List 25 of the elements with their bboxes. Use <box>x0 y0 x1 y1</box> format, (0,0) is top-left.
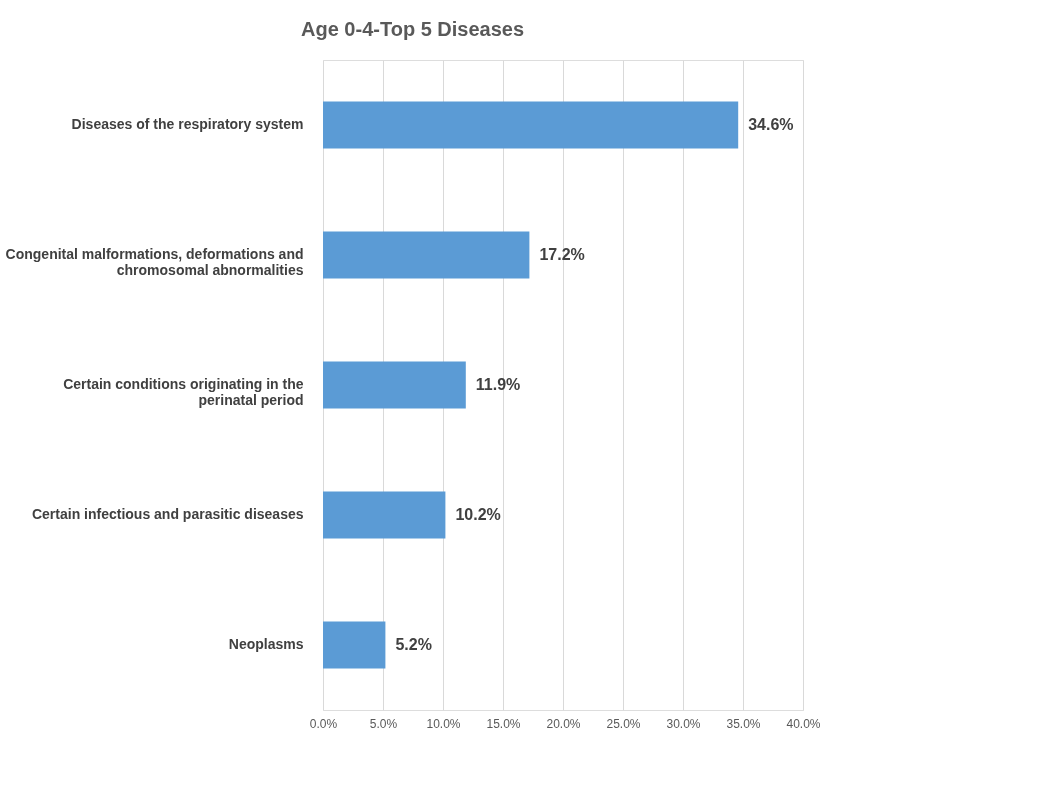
y-tick-label: Diseases of the respiratory system <box>71 116 304 132</box>
data-label: 5.2% <box>395 636 432 653</box>
y-tick-label: Certain conditions originating in the perinatal period <box>63 376 304 408</box>
x-tick-label: 35.0% <box>726 716 761 731</box>
y-tick-label: Neoplasms <box>228 636 304 652</box>
x-tick-label: 25.0% <box>606 716 641 731</box>
bar <box>323 361 466 409</box>
y-tick-label: Congenital malformations, deformations and chromosomal abnormalities <box>5 246 304 278</box>
x-tick-label: 40.0% <box>786 716 821 731</box>
bar <box>323 491 446 539</box>
data-label: 11.9% <box>475 376 521 393</box>
data-label: 34.6% <box>748 116 794 133</box>
x-tick-label: 5.0% <box>369 716 398 731</box>
bar <box>323 231 530 279</box>
y-tick-label: Certain infectious and parasitic diseases <box>31 506 304 522</box>
bar <box>323 101 739 149</box>
bar <box>323 621 386 669</box>
x-tick-label: 10.0% <box>426 716 461 731</box>
x-tick-label: 15.0% <box>486 716 521 731</box>
data-label: 17.2% <box>539 246 585 263</box>
x-tick-label: 0.0% <box>309 716 338 731</box>
x-tick-label: 30.0% <box>666 716 701 731</box>
chart-title: Age 0-4-Top 5 Diseases <box>301 18 525 40</box>
x-tick-label: 20.0% <box>546 716 581 731</box>
data-label: 10.2% <box>455 506 501 523</box>
